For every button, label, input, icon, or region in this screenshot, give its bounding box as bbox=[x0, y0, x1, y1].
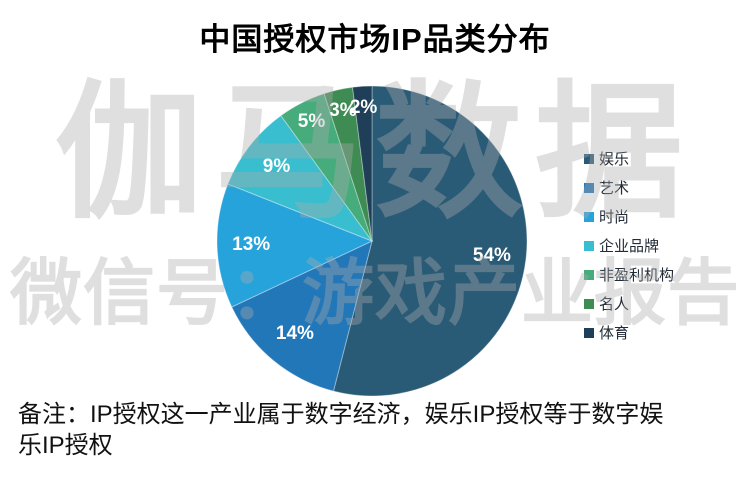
legend-swatch-icon bbox=[584, 269, 594, 280]
pie-slice-非盈利机构 bbox=[280, 92, 373, 242]
pie-slice-娱乐 bbox=[332, 85, 528, 397]
legend-item-体育: 体育 bbox=[584, 318, 674, 347]
legend-label: 名人 bbox=[599, 296, 630, 313]
footnote-line1: 备注：IP授权这一产业属于数字经济，娱乐IP授权等于数字娱 bbox=[18, 401, 664, 428]
legend-swatch-icon bbox=[584, 211, 594, 222]
legend-item-非盈利机构: 非盈利机构 bbox=[584, 260, 674, 289]
legend-label: 时尚 bbox=[599, 209, 630, 226]
legend-swatch-icon bbox=[584, 182, 594, 193]
pie-slice-value-label: 54% bbox=[473, 245, 511, 266]
pie-slice-企业品牌 bbox=[227, 114, 374, 243]
legend-label: 企业品牌 bbox=[599, 238, 660, 255]
legend: 娱乐艺术时尚企业品牌非盈利机构名人体育 bbox=[584, 144, 674, 347]
pie-slice-名人 bbox=[323, 86, 373, 242]
legend-item-娱乐: 娱乐 bbox=[584, 144, 674, 173]
legend-label: 非盈利机构 bbox=[599, 267, 675, 284]
legend-item-企业品牌: 企业品牌 bbox=[584, 231, 674, 260]
pie-slice-value-label: 14% bbox=[276, 323, 314, 344]
chart-title: 中国授权市场IP品类分布 bbox=[199, 22, 551, 57]
legend-label: 娱乐 bbox=[599, 151, 630, 168]
pie-slice-value-label: 5% bbox=[298, 111, 326, 132]
footnote-line2: 乐IP授权 bbox=[18, 432, 113, 459]
pie-slice-value-label: 3% bbox=[329, 100, 357, 121]
legend-label: 体育 bbox=[599, 325, 630, 342]
legend-item-时尚: 时尚 bbox=[584, 202, 674, 231]
legend-swatch-icon bbox=[584, 240, 594, 251]
legend-swatch-icon bbox=[584, 298, 594, 309]
pie-slice-时尚 bbox=[216, 183, 374, 308]
legend-swatch-icon bbox=[584, 153, 594, 164]
pie-slice-value-label: 9% bbox=[263, 156, 291, 177]
pie-slice-value-label: 13% bbox=[232, 234, 270, 255]
legend-item-艺术: 艺术 bbox=[584, 173, 674, 202]
pie-slice-艺术 bbox=[231, 240, 373, 392]
pie-slice-value-label: 2% bbox=[350, 97, 378, 118]
pie-slice-体育 bbox=[352, 85, 373, 242]
legend-item-名人: 名人 bbox=[584, 289, 674, 318]
legend-label: 艺术 bbox=[599, 180, 630, 197]
footnote: 备注：IP授权这一产业属于数字经济，娱乐IP授权等于数字娱 乐IP授权 bbox=[18, 399, 738, 461]
legend-swatch-icon bbox=[584, 327, 594, 338]
